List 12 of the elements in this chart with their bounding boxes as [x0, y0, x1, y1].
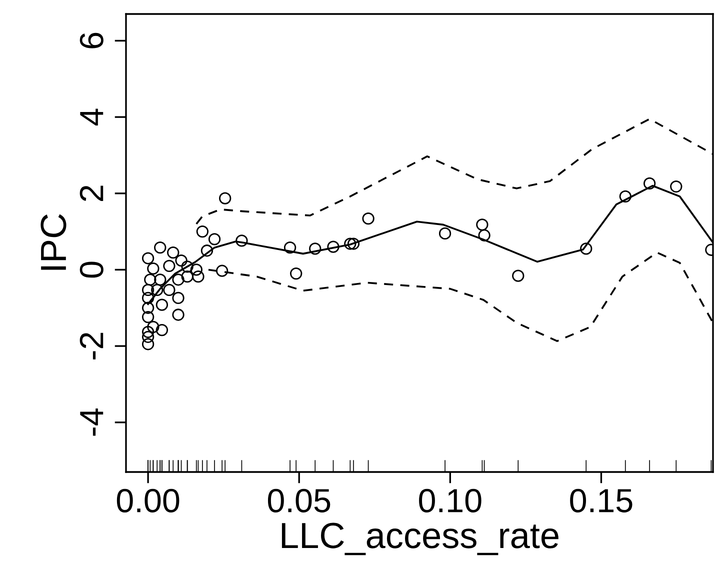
- y-tick-label: 6: [80, 32, 104, 48]
- x-tick-label: 0.05: [268, 488, 330, 512]
- y-tick-label: 2: [80, 186, 104, 201]
- y-tick-label: 4: [80, 108, 104, 126]
- y-tick-label: 0: [80, 262, 104, 278]
- y-axis-title: IPC: [40, 214, 66, 270]
- x-tick-label: 0.15: [570, 488, 632, 512]
- y-tick-label: -2: [80, 332, 104, 360]
- x-tick-label: 0.10: [419, 488, 482, 512]
- y-tick-label: -4: [80, 408, 104, 436]
- x-axis-title: LLC_access_rate: [282, 522, 558, 556]
- x-tick-label: 0.00: [116, 488, 180, 512]
